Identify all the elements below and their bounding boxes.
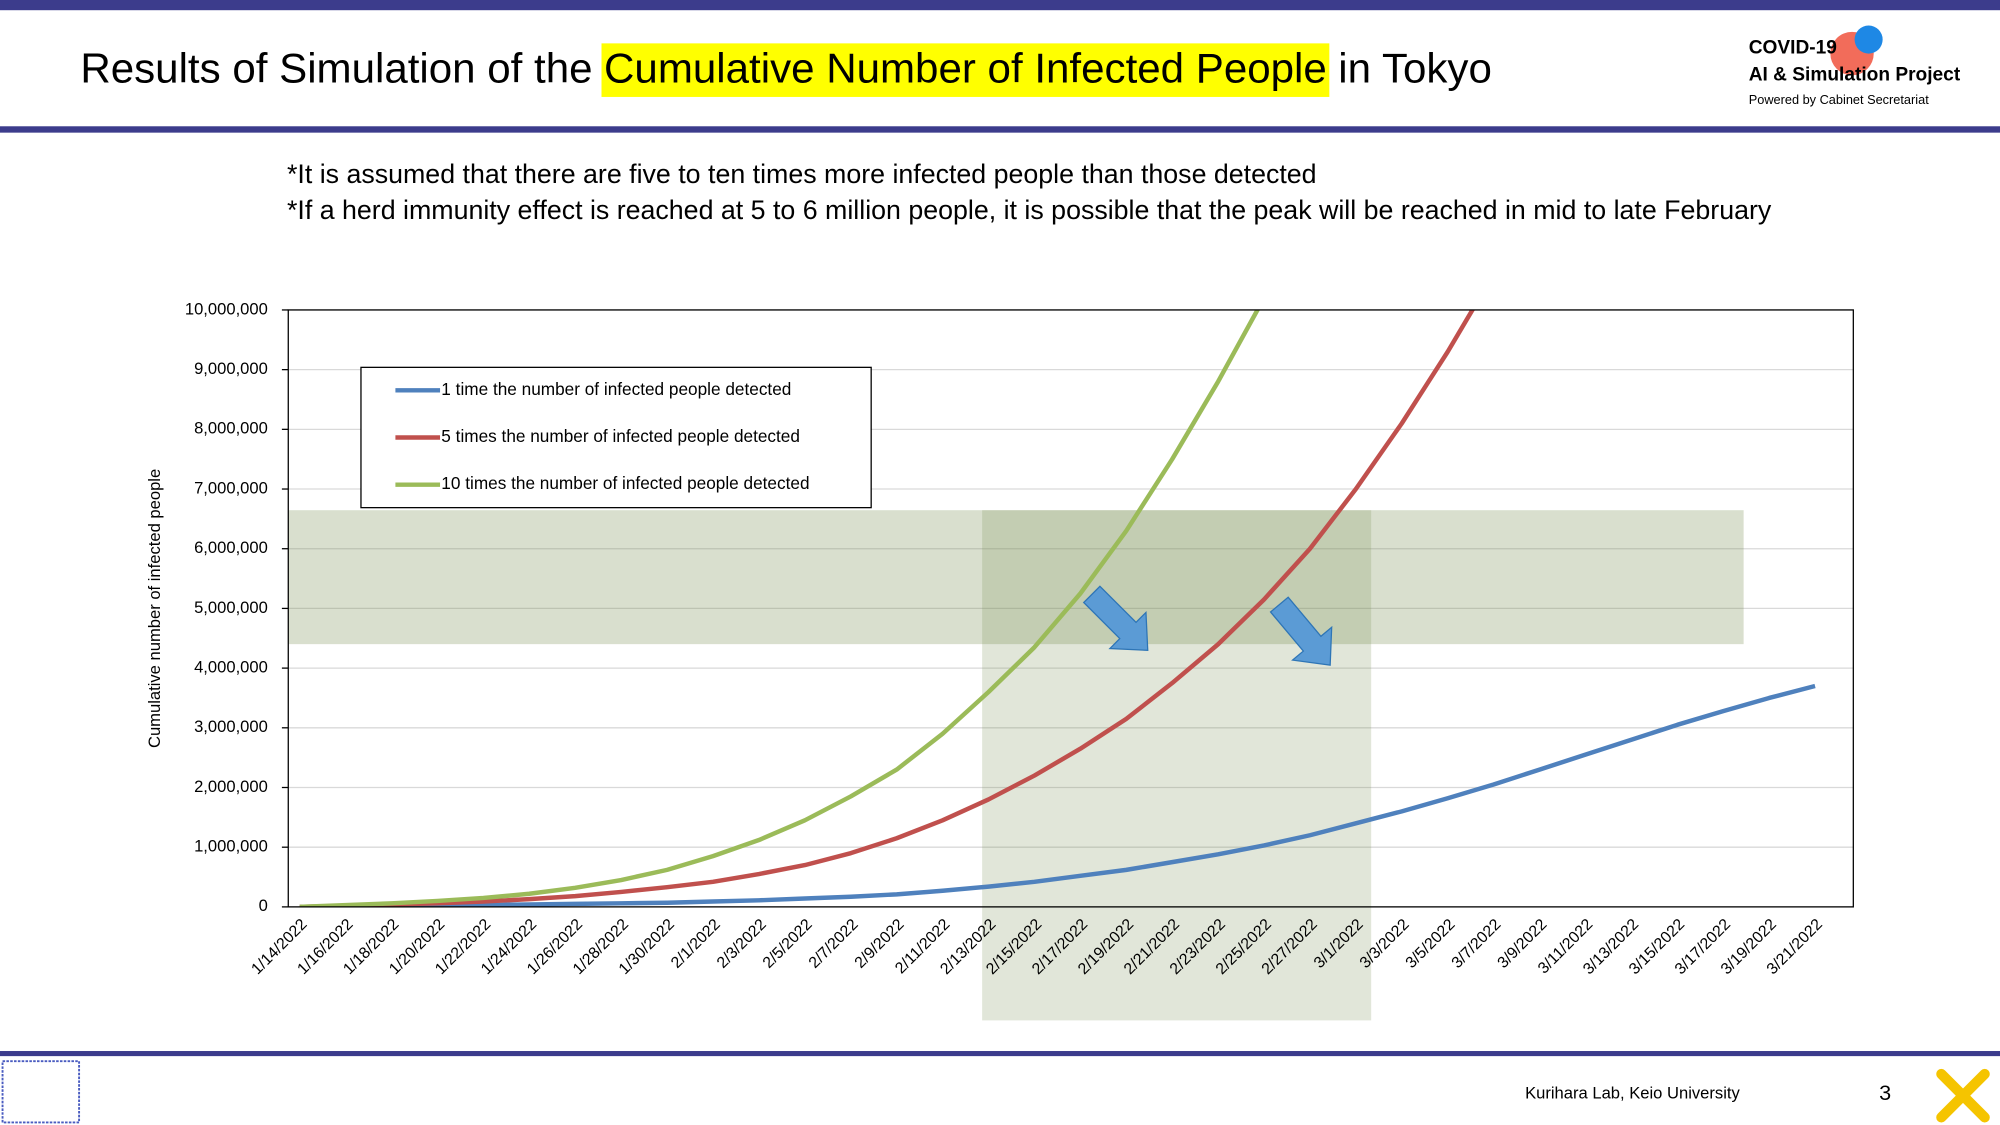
x-tick-label: 2/7/2022 [806, 916, 862, 972]
lines [299, 309, 1816, 907]
y-tick-label: 4,000,000 [194, 657, 268, 676]
series-line [299, 683, 1816, 907]
plot-frame [287, 309, 1854, 908]
y-tick-label: 3,000,000 [194, 717, 268, 736]
y-tick-label: 1,000,000 [194, 837, 268, 856]
corner-logo [1936, 1068, 1990, 1123]
y-tick-label: 5,000,000 [194, 598, 268, 617]
series-line [299, 309, 1476, 907]
y-tick-label: 6,000,000 [194, 538, 268, 557]
arrow [1082, 585, 1149, 651]
title: in Tokyo [1338, 45, 1492, 92]
logo-dot [1854, 25, 1883, 54]
y-axis-label: Cumulative number of infected people [145, 469, 164, 748]
series-line [299, 309, 1261, 907]
x-tick-label: 2/5/2022 [760, 916, 816, 972]
highlight-band [288, 510, 1744, 645]
header-rule [0, 126, 2000, 133]
logo-text: COVID-19 [1749, 38, 1837, 59]
arrow [1269, 596, 1333, 666]
y-tick-label: 7,000,000 [194, 478, 268, 497]
top-bar [0, 0, 2000, 11]
page-number: 3 [1879, 1080, 1891, 1105]
y-tick-label: 2,000,000 [194, 777, 268, 796]
legend-label: 5 times the number of infected people de… [441, 426, 800, 446]
x-tick-label: 2/1/2022 [668, 916, 724, 972]
logo-text: Powered by Cabinet Secretariat [1749, 92, 1929, 107]
legend: 1 time the number of infected people det… [360, 366, 872, 509]
x-tick-label: 3/5/2022 [1403, 916, 1459, 972]
y-tick-label: 10,000,000 [185, 299, 268, 318]
legend-box [360, 366, 872, 509]
note: *It is assumed that there are five to te… [287, 159, 1317, 189]
x-tick-label: 3/7/2022 [1449, 916, 1505, 972]
footer: Kurihara Lab, Keio University [1525, 1084, 1740, 1103]
title: Results of Simulation of the [80, 45, 592, 92]
y-tick-label: 0 [259, 896, 268, 915]
highlight-band [982, 510, 1372, 1021]
y-tick-label: 8,000,000 [194, 419, 268, 438]
x-tick-label: 2/3/2022 [714, 916, 770, 972]
footer-rule [0, 1051, 2000, 1057]
legend-label: 1 time the number of infected people det… [441, 379, 791, 399]
title-highlight [601, 43, 1330, 97]
title: Cumulative Number of Infected People [604, 45, 1327, 92]
note: *If a herd immunity effect is reached at… [287, 195, 1772, 225]
y-tick-label: 9,000,000 [194, 359, 268, 378]
legend-label: 10 times the number of infected people d… [441, 473, 809, 493]
lab-logo [1, 1060, 81, 1124]
logo-text: AI & Simulation Project [1749, 64, 1961, 85]
